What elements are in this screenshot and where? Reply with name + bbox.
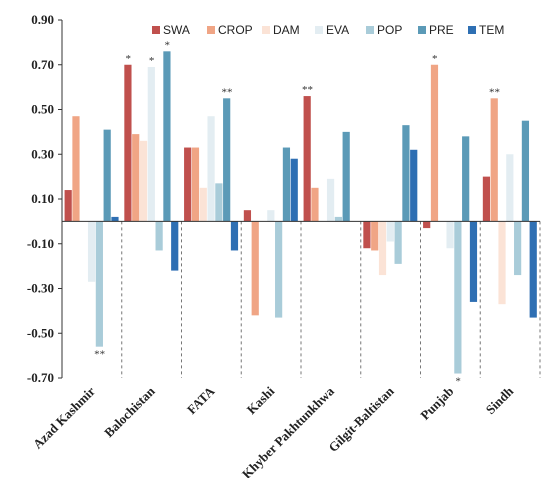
y-tick-label: -0.70 xyxy=(27,370,54,385)
x-tick-label: Balochistan xyxy=(101,383,158,440)
significance-marker: ** xyxy=(302,84,313,96)
bar-pre xyxy=(223,98,231,222)
bar-tem xyxy=(529,221,537,318)
bar-crop xyxy=(490,98,498,222)
x-tick-label: Sindh xyxy=(483,383,517,417)
bar-crop xyxy=(251,221,259,316)
significance-marker: ** xyxy=(221,86,232,98)
significance-marker: ** xyxy=(94,349,105,361)
bar-eva xyxy=(326,178,335,222)
y-axis: 0.90 0.70 0.50 0.30 0.10 -0.10 -0.30 -0.50 -0.70 xyxy=(27,12,63,385)
bar-eva xyxy=(87,221,96,282)
x-tick-label: Azad Kashmir xyxy=(30,383,98,451)
legend-label: TEM xyxy=(479,23,504,37)
y-tick-label: 0.50 xyxy=(31,102,54,117)
y-tick-label: -0.10 xyxy=(27,236,54,251)
bar-dam xyxy=(139,140,148,222)
bar-swa xyxy=(363,221,371,249)
bar-pop xyxy=(275,221,283,318)
bar-pop xyxy=(454,221,462,374)
bar-swa xyxy=(64,190,72,222)
bar-crop xyxy=(72,116,80,222)
significance-annotations: *** **** ****** xyxy=(94,39,500,387)
bar-tem xyxy=(230,221,239,251)
bar-swa xyxy=(184,147,192,222)
bar-pop xyxy=(394,221,402,264)
significance-marker: * xyxy=(432,53,438,65)
legend-swatch-crop xyxy=(207,26,215,34)
legend-label: PRE xyxy=(429,23,454,37)
legend-swatch-tem xyxy=(468,26,476,34)
bar-swa xyxy=(482,176,491,222)
bar-crop xyxy=(371,221,379,251)
bar-tem xyxy=(171,221,179,271)
legend-swatch-dam xyxy=(262,26,270,34)
y-tick-label: 0.10 xyxy=(31,191,54,206)
y-tick-label: 0.30 xyxy=(31,146,54,161)
bar-pre xyxy=(163,51,171,222)
bar-pop xyxy=(95,221,103,347)
category-separators xyxy=(121,221,541,378)
legend-swatch-eva xyxy=(315,26,323,34)
bar-dam xyxy=(378,221,387,276)
bar-tem xyxy=(469,221,478,302)
bar-pre xyxy=(462,136,470,222)
legend: SWA CROP DAM EVA POP PRE TEM xyxy=(152,23,504,37)
bar-eva xyxy=(207,116,215,222)
y-tick-label: -0.30 xyxy=(27,281,54,296)
bar-tem xyxy=(290,158,298,222)
y-tick-label: -0.50 xyxy=(27,325,54,340)
legend-swatch-swa xyxy=(152,26,160,34)
bars xyxy=(64,51,537,374)
legend-swatch-pre xyxy=(418,26,426,34)
bar-pre xyxy=(342,131,350,222)
bar-pop xyxy=(334,216,342,222)
significance-marker: * xyxy=(149,55,155,67)
bar-swa xyxy=(303,96,311,222)
bar-eva xyxy=(267,210,275,222)
bar-swa xyxy=(243,210,252,222)
bar-dam xyxy=(199,187,207,222)
bar-pop xyxy=(215,183,223,222)
legend-label: DAM xyxy=(273,23,300,37)
bar-swa xyxy=(423,221,431,229)
y-tick-label: 0.90 xyxy=(31,12,54,27)
bar-crop xyxy=(311,187,319,222)
y-tick-label: 0.70 xyxy=(31,57,54,72)
bar-crop xyxy=(132,134,140,222)
bar-eva xyxy=(446,221,454,249)
bar-dam xyxy=(498,221,506,305)
legend-label: SWA xyxy=(163,23,190,37)
x-tick-label: FATA xyxy=(184,383,218,417)
bar-eva xyxy=(386,221,394,242)
x-tick-label: Kashi xyxy=(244,383,278,417)
bar-pre xyxy=(103,129,111,222)
significance-marker: * xyxy=(455,376,461,388)
bar-swa xyxy=(124,64,132,222)
legend-label: EVA xyxy=(326,23,349,37)
bar-pre xyxy=(402,125,410,222)
bar-tem xyxy=(410,149,418,222)
legend-label: CROP xyxy=(218,23,253,37)
bar-pop xyxy=(155,221,163,251)
significance-marker: ** xyxy=(489,86,500,98)
bar-pre xyxy=(521,120,530,222)
legend-swatch-pop xyxy=(366,26,374,34)
x-tick-label: Punjab xyxy=(417,384,456,423)
bar-pre xyxy=(282,147,291,222)
legend-label: POP xyxy=(377,23,402,37)
bar-eva xyxy=(506,154,514,222)
bar-tem xyxy=(111,216,119,222)
bar-crop xyxy=(191,147,200,222)
significance-marker: * xyxy=(164,39,170,51)
bar-pop xyxy=(514,221,522,276)
bar-crop xyxy=(430,64,439,222)
bar-eva xyxy=(147,66,155,222)
significance-marker: * xyxy=(125,53,131,65)
